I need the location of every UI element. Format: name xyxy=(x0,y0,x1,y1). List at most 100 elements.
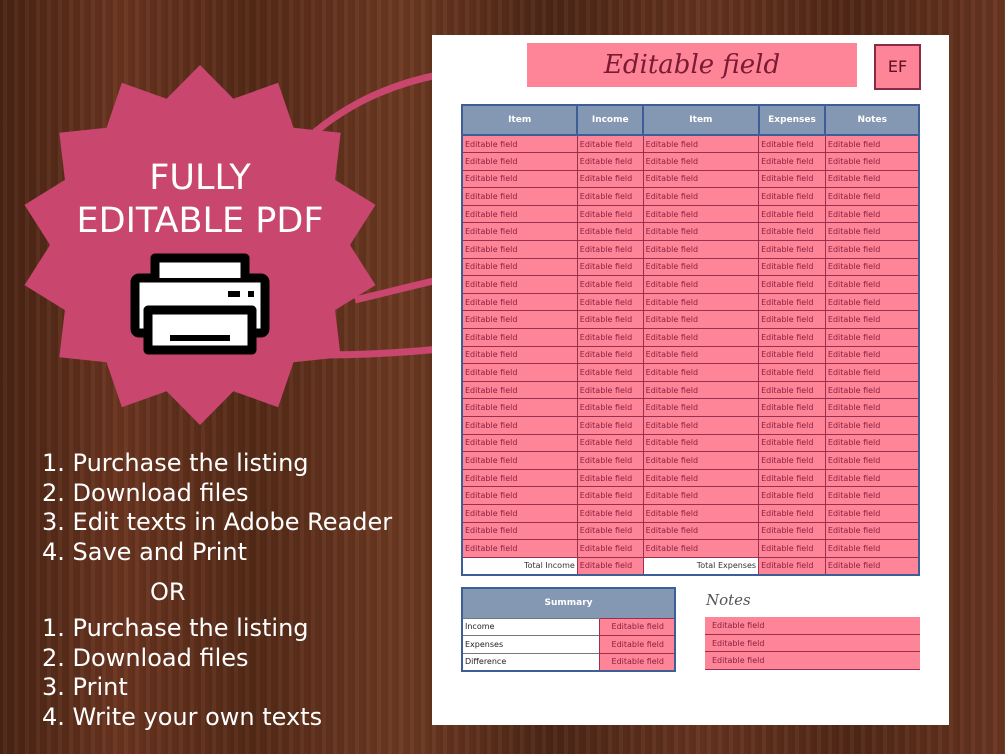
editable-cell[interactable]: Editable field xyxy=(642,363,760,382)
editable-cell[interactable]: Editable field xyxy=(642,345,760,365)
title-field[interactable]: Editable field xyxy=(527,43,857,87)
editable-cell[interactable]: Editable field xyxy=(576,134,644,154)
editable-cell[interactable]: Editable field xyxy=(576,187,644,206)
editable-cell[interactable]: Editable field xyxy=(461,257,578,277)
editable-cell[interactable]: Editable field xyxy=(461,380,578,400)
editable-cell[interactable]: Editable field xyxy=(824,398,920,417)
editable-cell[interactable]: Editable field xyxy=(642,328,760,347)
editable-cell[interactable]: Editable field xyxy=(461,433,578,453)
editable-cell[interactable]: Editable field xyxy=(758,187,826,206)
editable-cell[interactable]: Editable field xyxy=(824,486,920,505)
editable-cell[interactable]: Editable field xyxy=(824,169,920,189)
editable-cell[interactable]: Editable field xyxy=(461,521,578,541)
editable-cell[interactable]: Editable field xyxy=(642,257,760,277)
editable-cell[interactable]: Editable field xyxy=(642,539,760,558)
editable-cell[interactable]: Editable field xyxy=(576,257,644,277)
editable-cell[interactable]: Editable field xyxy=(758,310,826,330)
editable-cell[interactable]: Editable field xyxy=(642,398,760,417)
editable-cell[interactable]: Editable field xyxy=(576,539,644,558)
editable-cell[interactable]: Editable field xyxy=(576,451,644,470)
editable-cell[interactable]: Editable field xyxy=(758,240,826,259)
editable-cell[interactable]: Editable field xyxy=(576,380,644,400)
editable-cell[interactable]: Editable field xyxy=(461,503,578,523)
editable-cell[interactable]: Editable field xyxy=(461,451,578,470)
editable-cell[interactable]: Editable field xyxy=(758,380,826,400)
editable-cell[interactable]: Editable field xyxy=(758,134,826,154)
notes-field[interactable]: Editable field xyxy=(705,652,920,670)
editable-cell[interactable]: Editable field xyxy=(576,503,644,523)
editable-cell[interactable]: Editable field xyxy=(461,134,578,154)
editable-cell[interactable]: Editable field xyxy=(758,204,826,224)
notes-field[interactable]: Editable field xyxy=(705,634,920,653)
editable-cell[interactable]: Editable field xyxy=(824,204,920,224)
editable-cell[interactable]: Editable field xyxy=(461,292,578,312)
editable-cell[interactable]: Editable field xyxy=(461,310,578,330)
editable-cell[interactable]: Editable field xyxy=(598,617,676,636)
editable-cell[interactable]: Editable field xyxy=(576,275,644,294)
editable-cell[interactable]: Editable field xyxy=(824,539,920,558)
editable-cell[interactable]: Editable field xyxy=(642,468,760,488)
notes-field[interactable]: Editable field xyxy=(705,617,920,635)
editable-cell[interactable]: Editable field xyxy=(758,521,826,541)
editable-cell[interactable]: Editable field xyxy=(642,240,760,259)
editable-cell[interactable]: Editable field xyxy=(576,345,644,365)
editable-cell[interactable]: Editable field xyxy=(758,486,826,505)
editable-cell[interactable]: Editable field xyxy=(642,204,760,224)
editable-cell[interactable]: Editable field xyxy=(824,275,920,294)
editable-cell[interactable]: Editable field xyxy=(576,310,644,330)
editable-cell[interactable]: Editable field xyxy=(576,204,644,224)
editable-cell[interactable]: Editable field xyxy=(824,134,920,154)
editable-cell[interactable]: Editable field xyxy=(758,398,826,417)
editable-cell[interactable]: Editable field xyxy=(461,328,578,347)
editable-cell[interactable]: Editable field xyxy=(758,257,826,277)
editable-cell[interactable]: Editable field xyxy=(824,187,920,206)
editable-cell[interactable]: Editable field xyxy=(461,275,578,294)
editable-cell[interactable]: Editable field xyxy=(461,398,578,417)
editable-cell[interactable]: Editable field xyxy=(758,169,826,189)
editable-cell[interactable]: Editable field xyxy=(758,345,826,365)
editable-cell[interactable]: Editable field xyxy=(576,416,644,435)
editable-cell[interactable]: Editable field xyxy=(758,556,826,576)
editable-cell[interactable]: Editable field xyxy=(461,204,578,224)
editable-cell[interactable]: Editable field xyxy=(461,416,578,435)
editable-cell[interactable]: Editable field xyxy=(598,635,676,654)
editable-cell[interactable]: Editable field xyxy=(576,398,644,417)
editable-cell[interactable]: Editable field xyxy=(576,292,644,312)
editable-cell[interactable]: Editable field xyxy=(642,134,760,154)
editable-cell[interactable]: Editable field xyxy=(642,152,760,171)
editable-cell[interactable]: Editable field xyxy=(758,503,826,523)
initials-field[interactable]: EF xyxy=(874,44,921,90)
editable-cell[interactable]: Editable field xyxy=(461,222,578,242)
editable-cell[interactable]: Editable field xyxy=(642,187,760,206)
editable-cell[interactable]: Editable field xyxy=(758,539,826,558)
editable-cell[interactable]: Editable field xyxy=(461,187,578,206)
editable-cell[interactable]: Editable field xyxy=(642,275,760,294)
editable-cell[interactable]: Editable field xyxy=(824,328,920,347)
editable-cell[interactable]: Editable field xyxy=(824,222,920,242)
editable-cell[interactable]: Editable field xyxy=(824,468,920,488)
editable-cell[interactable]: Editable field xyxy=(642,486,760,505)
editable-cell[interactable]: Editable field xyxy=(576,152,644,171)
editable-cell[interactable]: Editable field xyxy=(758,433,826,453)
editable-cell[interactable]: Editable field xyxy=(642,169,760,189)
editable-cell[interactable]: Editable field xyxy=(824,345,920,365)
editable-cell[interactable]: Editable field xyxy=(461,152,578,171)
editable-cell[interactable]: Editable field xyxy=(642,451,760,470)
editable-cell[interactable]: Editable field xyxy=(642,416,760,435)
editable-cell[interactable]: Editable field xyxy=(824,556,920,576)
editable-cell[interactable]: Editable field xyxy=(758,328,826,347)
editable-cell[interactable]: Editable field xyxy=(642,222,760,242)
editable-cell[interactable]: Editable field xyxy=(824,416,920,435)
editable-cell[interactable]: Editable field xyxy=(824,292,920,312)
editable-cell[interactable]: Editable field xyxy=(461,345,578,365)
editable-cell[interactable]: Editable field xyxy=(824,380,920,400)
editable-cell[interactable]: Editable field xyxy=(758,152,826,171)
editable-cell[interactable]: Editable field xyxy=(824,521,920,541)
editable-cell[interactable]: Editable field xyxy=(758,275,826,294)
editable-cell[interactable]: Editable field xyxy=(758,468,826,488)
editable-cell[interactable]: Editable field xyxy=(758,363,826,382)
editable-cell[interactable]: Editable field xyxy=(576,328,644,347)
editable-cell[interactable]: Editable field xyxy=(576,468,644,488)
editable-cell[interactable]: Editable field xyxy=(758,416,826,435)
editable-cell[interactable]: Editable field xyxy=(598,652,676,671)
